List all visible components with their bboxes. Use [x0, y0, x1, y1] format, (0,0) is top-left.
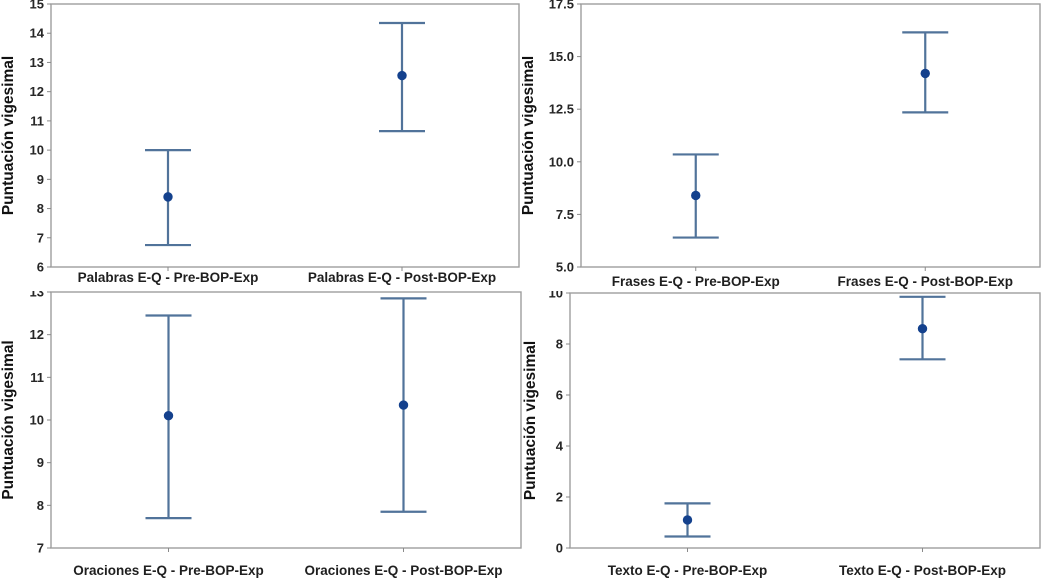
mean-point — [917, 324, 928, 334]
mean-point — [163, 192, 173, 202]
y-tick-label: 11 — [30, 113, 44, 128]
y-tick-label: 7.5 — [556, 207, 574, 222]
mean-point — [163, 411, 174, 421]
y-tick-label: 8 — [556, 337, 563, 352]
y-tick-label: 12.5 — [549, 102, 574, 117]
chart-canvas: 7 8 9 10 11 12 13 Oraciones E-Q - Pre-BOP-Exp Or… — [0, 291, 522, 578]
mean-point — [397, 70, 407, 81]
y-tick-label: 8 — [37, 201, 44, 216]
plot-frame — [50, 291, 522, 549]
y-axis-title: Puntuación vigesimal — [0, 340, 17, 499]
x-category-label: Palabras E-Q - Pre-BOP-Exp — [78, 270, 259, 285]
plot-frame — [580, 3, 1041, 268]
interval-plot-palabras: 6 7 8 9 10 11 12 13 14 15 Palabras E-Q - Pre-BOP-E… — [0, 0, 522, 291]
y-tick-label: 6 — [37, 260, 44, 275]
y-tick-label: 7 — [37, 230, 44, 245]
y-tick-label: 13 — [30, 291, 44, 300]
y-tick-label: 10.0 — [549, 154, 574, 169]
x-category-label: Texto E-Q - Pre-BOP-Exp — [608, 563, 768, 578]
plot-frame — [569, 292, 1041, 549]
chart-canvas: 0 2 4 6 8 10 Texto E-Q - Pre-BOP-Exp Texto E-Q … — [522, 291, 1041, 578]
mean-point — [682, 515, 693, 525]
x-category-label: Frases E-Q - Pre-BOP-Exp — [612, 274, 780, 289]
y-tick-label: 0 — [556, 541, 563, 556]
y-tick-label: 17.5 — [549, 0, 574, 12]
x-category-label: Oraciones E-Q - Pre-BOP-Exp — [73, 563, 264, 578]
y-tick-label: 12 — [30, 327, 44, 342]
x-category-label: Frases E-Q - Post-BOP-Exp — [837, 274, 1013, 289]
y-axis-title: Puntuación vigesimal — [0, 56, 17, 215]
y-axis-title: Puntuación vigesimal — [522, 341, 539, 500]
y-tick-label: 15.0 — [549, 49, 574, 64]
x-category-label: Texto E-Q - Post-BOP-Exp — [839, 563, 1006, 578]
y-tick-label: 9 — [37, 455, 44, 470]
x-category-label: Oraciones E-Q - Post-BOP-Exp — [304, 563, 502, 578]
y-tick-label: 12 — [30, 84, 44, 99]
plot-frame — [50, 3, 520, 268]
chart-canvas: 5.0 7.5 10.0 12.5 15.0 17.5 Frases E-Q - Pre-B… — [522, 0, 1041, 289]
y-tick-label: 7 — [37, 541, 44, 556]
interval-plot-frases: 5.0 7.5 10.0 12.5 15.0 17.5 Frases E-Q - Pre-B… — [522, 0, 1045, 291]
y-tick-label: 4 — [556, 439, 564, 454]
y-tick-label: 10 — [30, 143, 44, 158]
y-tick-label: 10 — [549, 291, 563, 301]
interval-plot-texto: 0 2 4 6 8 10 Texto E-Q - Pre-BOP-Exp Texto E-Q … — [522, 291, 1045, 583]
y-tick-label: 6 — [556, 388, 563, 403]
y-tick-label: 8 — [37, 498, 44, 513]
y-tick-label: 11 — [30, 370, 44, 385]
interval-plot-oraciones: 7 8 9 10 11 12 13 Oraciones E-Q - Pre-BOP-Exp Or… — [0, 291, 522, 583]
chart-canvas: 6 7 8 9 10 11 12 13 14 15 Palabras E-Q - Pre-BOP-E… — [0, 0, 520, 285]
mean-point — [398, 400, 409, 410]
y-tick-label: 15 — [30, 0, 44, 12]
y-tick-label: 5.0 — [556, 260, 574, 275]
y-tick-label: 13 — [30, 55, 44, 70]
y-tick-label: 10 — [30, 413, 44, 428]
mean-point — [920, 68, 930, 79]
y-tick-label: 9 — [37, 172, 44, 187]
y-tick-label: 14 — [30, 26, 45, 41]
mean-point — [691, 190, 701, 201]
x-category-label: Palabras E-Q - Post-BOP-Exp — [308, 270, 496, 285]
y-axis-title: Puntuación vigesimal — [522, 56, 537, 215]
y-tick-label: 2 — [556, 490, 563, 505]
